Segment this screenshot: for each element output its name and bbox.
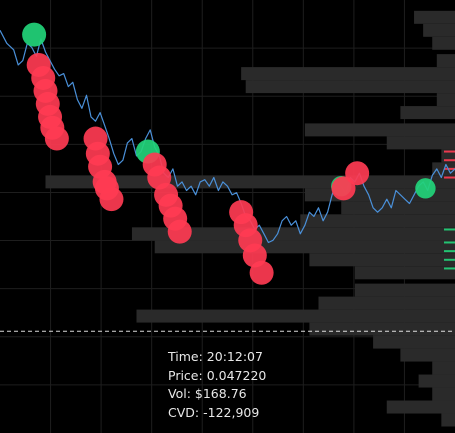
tooltip-vol-label: Vol: xyxy=(168,386,191,401)
tooltip-time-label: Time: xyxy=(168,349,203,364)
buy-trade-marker xyxy=(415,178,436,199)
tooltip-vol-row: Vol: $168.76 xyxy=(168,385,266,404)
volume-profile-bar xyxy=(136,309,455,323)
volume-profile-bar xyxy=(241,67,455,81)
hover-tooltip: Time: 20:12:07 Price: 0.047220 Vol: $168… xyxy=(168,348,266,422)
volume-profile-bar xyxy=(131,227,455,241)
sell-edge-tick xyxy=(444,167,455,170)
volume-profile-bar xyxy=(386,136,455,150)
sell-trade-marker xyxy=(345,161,370,186)
tooltip-vol-value: $168.76 xyxy=(194,386,247,401)
tooltip-time-row: Time: 20:12:07 xyxy=(168,348,266,367)
volume-profile-bar xyxy=(414,10,455,24)
price-line xyxy=(0,30,455,244)
volume-profile-bar xyxy=(436,54,455,68)
buy-edge-tick xyxy=(444,258,455,261)
volume-profile-bar xyxy=(154,240,455,254)
volume-profile-bar xyxy=(300,214,455,228)
tooltip-cvd-label: CVD: xyxy=(168,404,200,420)
volume-profile-bar xyxy=(309,253,455,267)
volume-profile-bar xyxy=(245,80,455,94)
volume-profile-bar xyxy=(400,348,455,362)
tooltip-price-label: Price: xyxy=(168,367,203,383)
volume-profile-bar xyxy=(432,361,455,375)
volume-profile-bar xyxy=(386,400,455,414)
price-series xyxy=(0,30,455,244)
volume-profile-bar xyxy=(441,149,455,163)
tooltip-time-value: 20:12:07 xyxy=(206,349,263,364)
sell-edge-tick xyxy=(444,176,455,179)
sell-edge-tick xyxy=(444,159,455,162)
sell-trade-marker xyxy=(167,219,192,244)
sell-trade-marker xyxy=(249,260,274,285)
trade-markers xyxy=(22,22,436,285)
volume-profile-bar xyxy=(400,106,455,120)
buy-edge-tick xyxy=(444,250,455,253)
buy-edge-tick xyxy=(444,228,455,231)
volume-profile-bar xyxy=(318,296,455,310)
volume-profile-bar xyxy=(354,266,455,280)
volume-profile-bar xyxy=(309,322,455,336)
volume-profile-bar xyxy=(418,374,455,388)
buy-edge-tick xyxy=(444,267,455,270)
tooltip-price-row: Price: 0.047220 xyxy=(168,367,266,386)
buy-edge-tick xyxy=(444,241,455,244)
volume-profile-bar xyxy=(373,335,455,349)
sell-trade-marker xyxy=(44,126,69,151)
tooltip-cvd-value: -122,909 xyxy=(203,404,260,420)
sell-trade-marker xyxy=(99,187,124,212)
buy-trade-marker xyxy=(22,22,47,47)
volume-profile-bar xyxy=(304,123,455,137)
volume-profile-bar xyxy=(354,283,455,297)
volume-profile-bar xyxy=(423,23,455,37)
sell-edge-tick xyxy=(444,150,455,153)
tooltip-cvd-row: CVD: -122,909 xyxy=(168,404,266,423)
volume-profile-bar xyxy=(432,36,455,50)
volume-profile-bar xyxy=(441,413,455,427)
volume-profile-bar xyxy=(436,93,455,107)
volume-profile-bar xyxy=(432,387,455,401)
edge-ticks xyxy=(444,150,455,270)
volume-profile-bar xyxy=(341,201,455,215)
tooltip-price-value: 0.047220 xyxy=(206,367,267,383)
